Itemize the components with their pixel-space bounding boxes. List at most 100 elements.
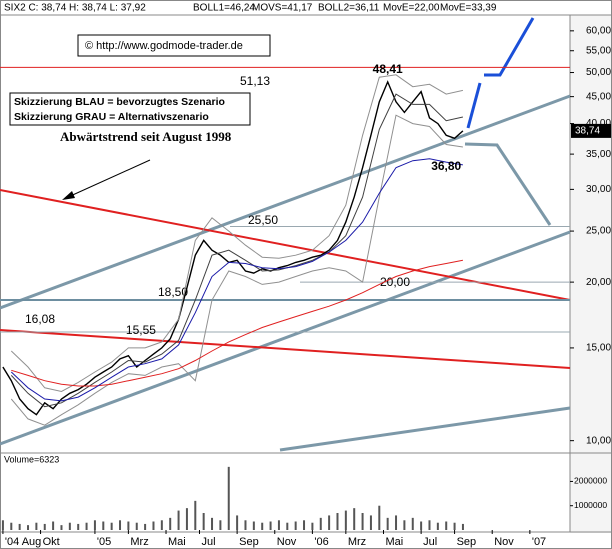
x-tick-label: '05 bbox=[97, 536, 111, 548]
volume-bar bbox=[244, 520, 247, 530]
volume-bar bbox=[411, 517, 414, 530]
y-tick-label: 45,00 bbox=[586, 91, 611, 102]
series-line bbox=[10, 74, 464, 393]
volume-bar bbox=[252, 521, 255, 530]
annotation: 48,41 bbox=[373, 62, 403, 76]
level-label: 25,50 bbox=[248, 213, 278, 227]
blue-scenario-b bbox=[484, 17, 535, 77]
volume-axis-bg bbox=[570, 453, 611, 533]
copyright: © http://www.godmode-trader.de bbox=[85, 40, 243, 52]
legend-entry: SIX2 C: 38,74 H: 38,74 L: 37,92 bbox=[4, 3, 146, 14]
y-tick-label: 50,00 bbox=[586, 67, 611, 78]
legend-entry: MOVS=41,17 bbox=[252, 3, 313, 14]
y-tick-label: 30,00 bbox=[586, 184, 611, 195]
volume-bar bbox=[177, 510, 180, 530]
channel-upper bbox=[0, 94, 571, 310]
volume-bar bbox=[445, 521, 448, 530]
last-price-tag bbox=[571, 123, 611, 138]
volume-bar bbox=[18, 523, 21, 530]
legend-entry: BOLL2=36,11 bbox=[318, 3, 380, 14]
volume-bar bbox=[127, 521, 130, 530]
x-tick-label: Nov bbox=[494, 536, 514, 548]
y-tick-label: 40,00 bbox=[586, 118, 611, 129]
volume-bar bbox=[311, 522, 314, 530]
volume-bar bbox=[436, 522, 439, 530]
volume-bar bbox=[336, 513, 339, 530]
volume-bar bbox=[10, 522, 13, 530]
last-price-label: 38,74 bbox=[575, 126, 600, 137]
volume-bar bbox=[202, 513, 205, 530]
x-tick-label: '06 bbox=[314, 536, 328, 548]
series-line bbox=[10, 158, 463, 402]
volume-bar bbox=[294, 521, 297, 530]
arrow-head bbox=[62, 191, 75, 200]
x-tick-label: '07 bbox=[532, 536, 546, 548]
x-tick-label: Sep bbox=[239, 536, 259, 548]
volume-bar bbox=[303, 520, 306, 530]
volume-bar bbox=[403, 520, 406, 530]
volume-bar bbox=[344, 510, 347, 530]
volume-bar bbox=[319, 517, 322, 530]
series-line bbox=[2, 80, 464, 416]
x-tick-label: Okt bbox=[43, 536, 60, 548]
volume-bar bbox=[135, 522, 138, 530]
volume-bar bbox=[85, 522, 88, 530]
x-tick-label: Mai bbox=[385, 536, 403, 548]
x-tick-label: Nov bbox=[277, 536, 297, 548]
x-tick-label: Jul bbox=[423, 536, 437, 548]
channel-lower bbox=[0, 230, 571, 446]
x-tick-label: '04 Aug bbox=[5, 536, 41, 548]
volume-bar bbox=[160, 520, 163, 530]
y-tick-label: 15,00 bbox=[586, 343, 611, 354]
volume-tick-label: 2000000 bbox=[574, 476, 607, 486]
volume-bar bbox=[211, 517, 214, 530]
series-line bbox=[10, 114, 463, 426]
volume-bar bbox=[77, 523, 80, 530]
volume-bar bbox=[277, 520, 280, 530]
grey-scenario bbox=[464, 142, 552, 226]
volume-bar bbox=[119, 520, 122, 530]
x-tick-label: Mrz bbox=[348, 536, 366, 548]
volume-bar bbox=[1, 520, 4, 530]
volume-bar bbox=[269, 521, 272, 530]
volume-bar bbox=[353, 508, 356, 530]
support-line bbox=[279, 406, 571, 452]
annotation: 36,80 bbox=[431, 159, 461, 173]
volume-bar bbox=[361, 513, 364, 530]
volume-bar bbox=[185, 508, 188, 530]
arrow-shaft bbox=[65, 159, 151, 199]
volume-bar bbox=[386, 517, 389, 530]
y-tick-label: 25,00 bbox=[586, 226, 611, 237]
volume-bar bbox=[52, 521, 55, 530]
trend-label: Abwärtstrend seit August 1998 bbox=[60, 129, 232, 144]
level-label: 16,08 bbox=[25, 312, 55, 326]
volume-bar bbox=[461, 523, 464, 530]
volume-bar bbox=[420, 521, 423, 530]
downtrend-lower bbox=[0, 329, 571, 369]
y-tick-label: 55,00 bbox=[586, 45, 611, 56]
series-line bbox=[10, 93, 464, 408]
annotation: 15,55 bbox=[126, 323, 156, 337]
legend-entry: BOLL1=46,24 bbox=[193, 3, 255, 14]
x-tick-label: Mrz bbox=[130, 536, 148, 548]
volume-bar bbox=[369, 515, 372, 530]
volume-bar bbox=[261, 522, 264, 530]
volume-bar bbox=[169, 517, 172, 530]
y-tick-label: 35,00 bbox=[586, 149, 611, 160]
y-tick-label: 20,00 bbox=[586, 277, 611, 288]
volume-bar bbox=[102, 521, 105, 530]
volume-bar bbox=[453, 522, 456, 530]
volume-bar bbox=[43, 523, 46, 530]
price-axis-bg bbox=[570, 15, 611, 453]
volume-bar bbox=[93, 520, 96, 530]
level-label: 20,00 bbox=[380, 275, 410, 289]
volume-bar bbox=[236, 515, 239, 530]
volume-bar bbox=[152, 521, 155, 530]
volume-bar bbox=[144, 523, 147, 530]
volume-bar bbox=[395, 515, 398, 530]
volume-bar bbox=[286, 522, 289, 530]
blue-scenario-a bbox=[466, 82, 482, 129]
note: Skizzierung GRAU = Alternativszenario bbox=[14, 111, 209, 123]
